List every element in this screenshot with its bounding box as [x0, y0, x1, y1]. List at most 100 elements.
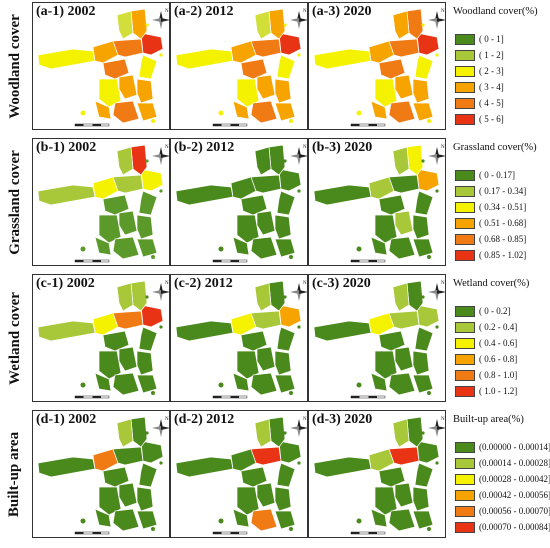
legend-swatch	[455, 185, 475, 197]
map-region	[112, 310, 144, 330]
map-region	[406, 144, 424, 176]
panel-title: (c-2) 2012	[174, 276, 233, 291]
row-label-text: Built-up area	[6, 431, 23, 517]
map-region	[232, 508, 250, 528]
map-region	[92, 312, 119, 336]
scale-bar	[212, 259, 248, 263]
legend-label: ( 0.2 - 0.4]	[479, 322, 518, 332]
legend: Woodland cover(%) ( 0 - 1] ( 1 - 2] ( 2 - 3…	[447, 2, 550, 130]
legend-title: Woodland cover(%)	[453, 6, 538, 17]
islet	[283, 295, 287, 299]
map-region	[37, 184, 96, 206]
map-region	[313, 320, 372, 342]
map-region	[392, 10, 410, 40]
north-arrow-icon: N	[428, 9, 445, 29]
legend-swatch	[455, 97, 475, 109]
islet	[289, 527, 293, 531]
legend-label: ( 5 - 6]	[479, 114, 504, 124]
map-region	[140, 168, 164, 192]
map-svg: N	[175, 416, 307, 535]
legend-swatch	[455, 49, 475, 61]
map-region	[250, 236, 278, 260]
map-region	[130, 144, 148, 176]
legend-label: ( 0.34 - 0.51]	[479, 202, 527, 212]
map-region	[368, 176, 395, 200]
panel-title: (d-2) 2012	[174, 412, 235, 427]
legend-label: ( 0 - 0.2]	[479, 306, 511, 316]
map-region	[102, 58, 130, 80]
legend-swatch	[455, 113, 475, 125]
map-svg: N	[313, 8, 445, 127]
map-region	[240, 58, 268, 80]
legend-item: ( 0 - 0.2]	[455, 303, 550, 319]
islet	[427, 391, 431, 395]
north-letter: N	[303, 9, 307, 14]
north-letter: N	[165, 417, 169, 422]
legend-item: ( 0.2 - 0.4]	[455, 319, 550, 335]
map-region	[370, 508, 388, 528]
map-region	[94, 372, 112, 392]
legend-item: ( 0.68 - 0.85]	[455, 231, 550, 247]
map-region	[388, 372, 416, 396]
map-region	[378, 58, 406, 80]
map-region	[370, 100, 388, 120]
map-region	[388, 100, 416, 124]
legend-swatch	[455, 457, 475, 469]
map-region	[138, 462, 158, 488]
legend-item: (0.00000 - 0.00014]	[455, 439, 550, 455]
map-region	[136, 350, 154, 376]
islet	[218, 518, 224, 524]
map-region	[175, 48, 234, 70]
map-region	[37, 456, 96, 478]
islet	[80, 518, 86, 524]
north-arrow-icon: N	[428, 145, 445, 165]
map-region	[278, 304, 302, 328]
map-region	[240, 330, 268, 352]
legend-swatch	[455, 369, 475, 381]
legend-label: ( 2 - 3]	[479, 66, 504, 76]
map-region	[274, 214, 292, 240]
map-region	[276, 326, 296, 352]
map-region	[102, 194, 130, 216]
islet	[356, 110, 362, 116]
islet	[427, 119, 431, 123]
legend-swatch	[455, 201, 475, 213]
legend-item: ( 0.8 - 1.0]	[455, 367, 550, 383]
map-region	[112, 174, 144, 194]
map-region	[92, 40, 119, 64]
scale-bar	[74, 259, 110, 263]
map-region	[112, 100, 140, 124]
legend-item: (0.00056 - 0.00070]	[455, 503, 550, 519]
legend-title: Grassland cover(%)	[453, 142, 537, 153]
map-panel: N (a-3) 2020	[308, 2, 446, 130]
islet	[289, 119, 293, 123]
north-letter: N	[165, 281, 169, 286]
map-region	[136, 214, 154, 240]
legend-item: (0.00070 - 0.00084]	[455, 519, 550, 535]
legend-label: ( 0.85 - 1.02]	[479, 250, 527, 260]
map-region	[268, 416, 286, 448]
map-region	[138, 326, 158, 352]
islet	[289, 255, 293, 259]
map-region	[416, 304, 440, 328]
north-arrow-icon: N	[152, 145, 169, 165]
map-svg: N	[37, 416, 169, 535]
legend-label: (0.00000 - 0.00014]	[479, 442, 550, 452]
map-panel: N (a-1) 2002	[32, 2, 170, 130]
map-region	[254, 282, 272, 312]
legend-item: ( 1.0 - 1.2]	[455, 383, 550, 399]
legend-item: (0.00042 - 0.00056]	[455, 487, 550, 503]
map-region	[370, 372, 388, 392]
map-region	[313, 184, 372, 206]
islet	[356, 518, 362, 524]
map-svg: N	[37, 8, 169, 127]
map-region	[254, 418, 272, 448]
legend-label: ( 1 - 2]	[479, 50, 504, 60]
map-region	[378, 194, 406, 216]
islet	[356, 246, 362, 252]
map-region	[412, 374, 434, 394]
map-region	[232, 372, 250, 392]
map-svg: N	[175, 8, 307, 127]
legend-label: ( 0.6 - 0.8]	[479, 354, 518, 364]
map-region	[118, 346, 138, 372]
